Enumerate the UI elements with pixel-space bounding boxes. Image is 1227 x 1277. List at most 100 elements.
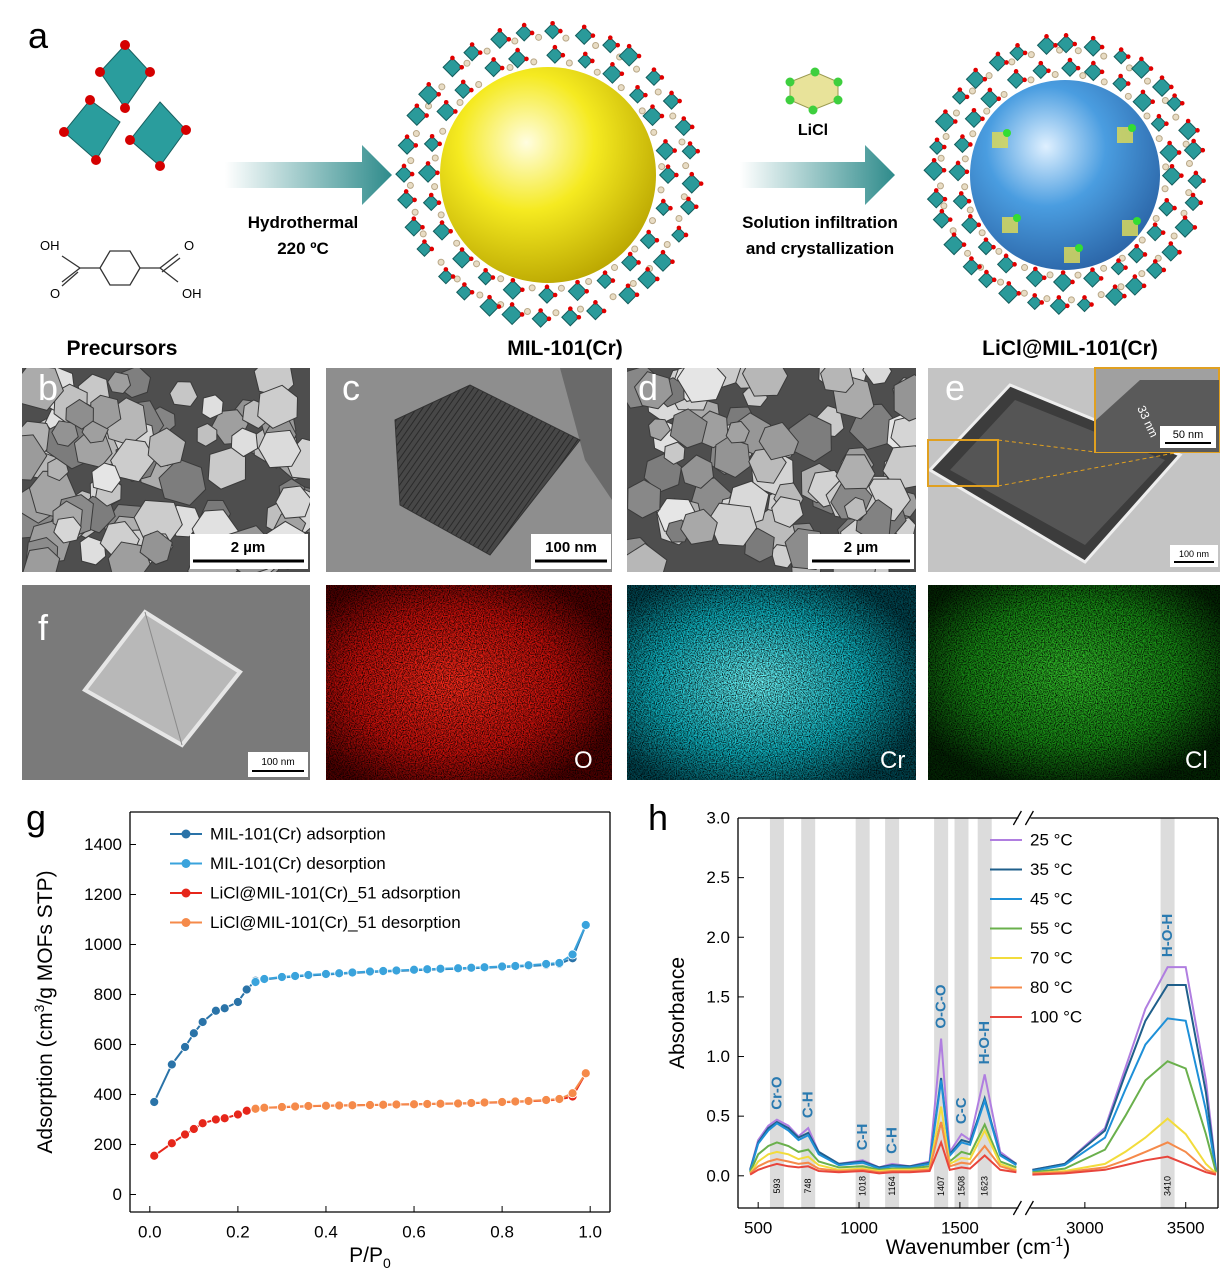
octahedron bbox=[63, 99, 121, 161]
framework-octahedron bbox=[1159, 142, 1180, 163]
band-label: Cr-O bbox=[768, 1076, 785, 1110]
oxygen-atom bbox=[1172, 93, 1177, 98]
band bbox=[769, 818, 784, 1208]
linker bbox=[638, 107, 646, 115]
oxygen-atom bbox=[1053, 43, 1058, 48]
oxygen-atom bbox=[1070, 279, 1075, 285]
framework-octahedron bbox=[951, 88, 968, 105]
grain bbox=[158, 458, 207, 506]
linker bbox=[431, 154, 439, 162]
axis-label-part: -1 bbox=[1051, 1233, 1064, 1249]
oxygen-atom bbox=[634, 292, 640, 298]
atom bbox=[785, 95, 795, 105]
framework-octahedron bbox=[1025, 268, 1045, 288]
oxygen-atom bbox=[568, 306, 573, 312]
linker bbox=[1161, 185, 1169, 193]
oxygen-atom bbox=[1039, 300, 1045, 305]
linker bbox=[437, 258, 445, 266]
oxygen-atom bbox=[436, 200, 442, 206]
oxygen-atom bbox=[443, 267, 449, 272]
framework-octahedron bbox=[965, 69, 986, 90]
linker bbox=[412, 130, 420, 138]
framework-octahedron bbox=[674, 117, 693, 137]
scale-bar-box bbox=[190, 534, 308, 569]
linker bbox=[406, 181, 414, 189]
framework-octahedron bbox=[436, 101, 457, 122]
oxygen-atom bbox=[1082, 295, 1087, 300]
oxygen-atom bbox=[961, 242, 967, 247]
linker bbox=[675, 214, 683, 222]
y-tick-label: 400 bbox=[94, 1085, 122, 1104]
band-label: C-H bbox=[884, 1127, 901, 1154]
oxygen-atom bbox=[1192, 225, 1198, 230]
legend-label: LiCl@MIL-101(Cr)_51 adsorption bbox=[210, 884, 461, 903]
zoom-line bbox=[997, 439, 1096, 453]
oxygen-atom bbox=[401, 163, 407, 169]
data-point bbox=[435, 1098, 446, 1109]
pore-sphere bbox=[970, 80, 1160, 270]
data-point bbox=[232, 1109, 243, 1120]
oxygen-atom bbox=[1142, 252, 1148, 257]
oxygen-atom bbox=[996, 96, 1002, 102]
data-point bbox=[334, 968, 345, 979]
linker bbox=[1152, 214, 1160, 222]
atom bbox=[810, 67, 820, 77]
framework-octahedron bbox=[397, 136, 417, 155]
oxygen-atom bbox=[1006, 281, 1012, 286]
oxygen-atom bbox=[1125, 81, 1131, 86]
framework-octahedron bbox=[574, 26, 594, 46]
linker bbox=[453, 275, 461, 283]
data-point bbox=[466, 962, 477, 973]
data-point bbox=[580, 1068, 591, 1079]
data-point bbox=[241, 1105, 252, 1116]
linker bbox=[633, 65, 641, 73]
grain bbox=[257, 429, 302, 469]
data-point bbox=[180, 1042, 190, 1052]
legend-marker bbox=[181, 918, 191, 927]
data-point bbox=[466, 1098, 477, 1108]
oxygen-atom bbox=[942, 196, 948, 202]
data-point bbox=[580, 920, 591, 930]
linker bbox=[1124, 92, 1132, 100]
linker bbox=[1138, 270, 1146, 278]
crystal bbox=[82, 609, 243, 748]
band-label: H-O-H bbox=[1159, 914, 1176, 957]
oxygen-atom bbox=[681, 116, 687, 121]
panel-label: a bbox=[28, 15, 49, 56]
linker bbox=[1138, 236, 1146, 244]
oxygen-atom bbox=[582, 51, 588, 57]
framework-octahedron bbox=[655, 200, 672, 217]
linker bbox=[1185, 189, 1193, 197]
oxygen-atom bbox=[933, 188, 939, 193]
chlorine-atom bbox=[1128, 124, 1136, 132]
linker bbox=[1008, 58, 1016, 66]
data-point bbox=[510, 961, 521, 971]
oxygen-atom bbox=[607, 35, 613, 41]
oxygen-atom bbox=[665, 164, 671, 169]
x-tick-label: 0.8 bbox=[490, 1223, 514, 1242]
framework-octahedron bbox=[1061, 59, 1079, 77]
framework-octahedron bbox=[996, 255, 1016, 274]
oxygen-atom bbox=[409, 171, 415, 177]
oxygen-atom bbox=[689, 171, 695, 177]
framework-octahedron bbox=[442, 57, 463, 78]
grain bbox=[89, 394, 122, 430]
panel-label: c bbox=[342, 367, 360, 408]
oxygen-atom bbox=[966, 198, 972, 204]
linker bbox=[411, 208, 419, 216]
oxygen-atom bbox=[1118, 47, 1124, 52]
data-point bbox=[180, 1129, 190, 1140]
linker bbox=[535, 33, 543, 41]
data-point bbox=[210, 1114, 221, 1125]
octahedron bbox=[99, 44, 151, 109]
data-point bbox=[259, 974, 270, 984]
linker bbox=[576, 305, 584, 313]
ring bbox=[99, 250, 141, 286]
linker bbox=[562, 34, 570, 42]
data-point bbox=[347, 1100, 358, 1111]
linker bbox=[1155, 135, 1163, 143]
data-point bbox=[567, 1088, 578, 1099]
band-value: 748 bbox=[803, 1178, 813, 1193]
framework-octahedron bbox=[602, 37, 619, 54]
